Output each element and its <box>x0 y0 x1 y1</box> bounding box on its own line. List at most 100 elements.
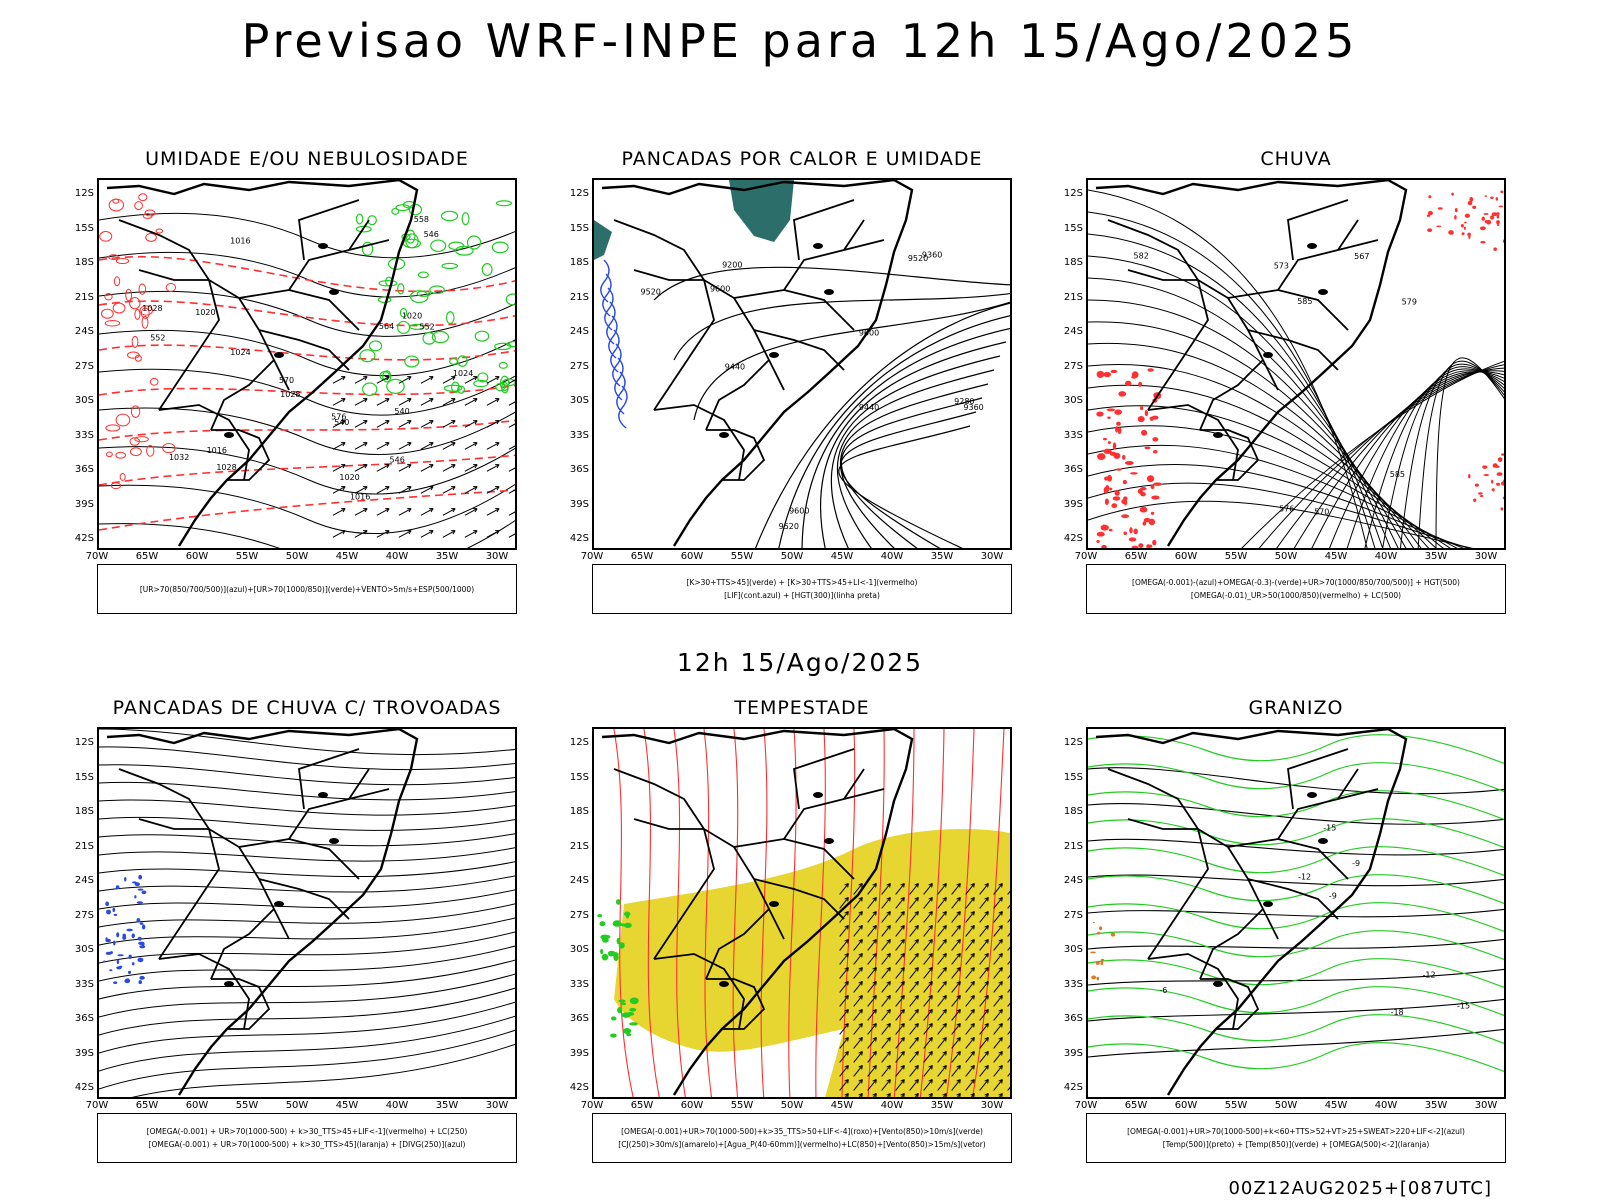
latitude-label: 36S <box>569 1013 589 1024</box>
contour-label: 582 <box>1134 251 1149 260</box>
longitude-label: 55W <box>730 1100 754 1111</box>
map-canvas: 9520 960096009600952095209440944093609360… <box>594 180 1010 548</box>
latitude-label: 30S <box>569 395 589 406</box>
weather-map-panel: 1016 1016 1016 1020 1020 1020 1024 1024 1028 1028… <box>97 178 517 550</box>
legend-line: [OMEGA(-0.01)_UR>50(1000/850)(vermelho) … <box>1190 591 1402 600</box>
map-outline <box>601 180 914 547</box>
contour-label: 1024 <box>230 348 250 357</box>
panel-title: PANCADAS POR CALOR E UMIDADE <box>621 148 983 170</box>
legend-line: [K>30+TTS>45](verde) + [K>30+TTS>45+LI<-… <box>686 578 918 587</box>
longitude-label: 70W <box>1074 1100 1098 1111</box>
contour-label: 570 <box>279 376 294 385</box>
latitude-label: 18S <box>1063 806 1083 817</box>
longitude-label: 50W <box>780 551 804 562</box>
latitude-label: 33S <box>1063 429 1083 441</box>
wind-vectors <box>332 376 515 538</box>
contour-label: 576 <box>1279 505 1294 514</box>
latitude-label: 21S <box>1063 840 1083 852</box>
latitude-label: 39S <box>74 498 94 510</box>
contour-label: 573 <box>1274 261 1289 270</box>
latitude-label: 33S <box>74 429 94 441</box>
jet-yellow-area <box>614 829 1010 1097</box>
latitude-label: 36S <box>1063 1013 1083 1024</box>
latitude-label: 27S <box>74 909 94 921</box>
map-outline <box>1095 729 1408 1096</box>
longitude-label: 35W <box>435 551 459 562</box>
latitude-label: 18S <box>74 257 94 268</box>
contour-label: -12 <box>1298 872 1311 881</box>
contour-label: 552 <box>419 323 434 332</box>
longitude-label: 50W <box>1274 551 1298 562</box>
longitude-label: 50W <box>1274 1100 1298 1111</box>
map-outline <box>106 729 419 1096</box>
latitude-label: 39S <box>74 1047 94 1059</box>
latitude-label: 18S <box>1063 257 1083 268</box>
contour-label: 576 <box>331 412 346 421</box>
longitude-label: 55W <box>235 1100 259 1111</box>
contour-label: 9280 <box>954 397 974 406</box>
contour-label: 1016 <box>207 446 227 455</box>
latitude-label: 27S <box>1063 360 1083 372</box>
legend-line: [Temp(500)](preto) + [Temp(850)](verde) … <box>1162 1140 1430 1149</box>
latitude-label: 27S <box>1063 909 1083 921</box>
panel-legend: [OMEGA(-0.001)+UR>70(1000-500)+k>35_TTS>… <box>592 1113 1012 1163</box>
legend-line: [OMEGA(-0.001)+UR>70(1000-500)+k<60+TTS>… <box>1127 1127 1465 1136</box>
latitude-label: 39S <box>569 498 589 510</box>
contour-label: 1028 <box>280 390 300 399</box>
longitude-label: 60W <box>185 551 209 562</box>
contour-label: 540 <box>394 407 409 416</box>
contour-label: -15 <box>1323 823 1336 832</box>
latitude-label: 12S <box>569 737 589 748</box>
longitude-label: 35W <box>435 1100 459 1111</box>
longitude-label: 50W <box>780 1100 804 1111</box>
contour-label: 552 <box>150 333 165 342</box>
longitude-label: 70W <box>580 551 604 562</box>
latitude-label: 18S <box>569 257 589 268</box>
contour-label: 9520 <box>641 287 661 296</box>
latitude-label: 42S <box>74 1082 94 1093</box>
longitude-label: 35W <box>1424 1100 1448 1111</box>
longitude-label: 60W <box>680 1100 704 1111</box>
longitude-label: 45W <box>830 1100 854 1111</box>
panel-legend: [OMEGA(-0.001)+UR>70(1000-500)+k<60+TTS>… <box>1086 1113 1506 1163</box>
longitude-label: 50W <box>285 1100 309 1111</box>
longitude-label: 55W <box>1224 551 1248 562</box>
latitude-label: 24S <box>569 326 589 337</box>
humidity-green-areas <box>355 200 515 397</box>
legend-line: [CJ(250)>30m/s](amarelo)+[Agua_P(40-60mm… <box>618 1140 986 1149</box>
latitude-label: 42S <box>74 533 94 544</box>
contour-label: 9600 <box>789 507 809 516</box>
latitude-label: 27S <box>569 909 589 921</box>
panel-title: TEMPESTADE <box>734 697 870 719</box>
longitude-label: 40W <box>1374 1100 1398 1111</box>
latitude-label: 12S <box>74 737 94 748</box>
latitude-label: 39S <box>569 1047 589 1059</box>
latitude-label: 42S <box>569 533 589 544</box>
map-canvas <box>597 729 1010 1097</box>
map-outline <box>601 729 914 1096</box>
longitude-label: 35W <box>930 551 954 562</box>
latitude-label: 27S <box>569 360 589 372</box>
latitude-label: 24S <box>1063 875 1083 886</box>
streamlines-850 <box>613 729 1005 1097</box>
contour-label: 546 <box>424 230 439 239</box>
longitude-label: 40W <box>880 1100 904 1111</box>
latitude-label: 12S <box>1063 737 1083 748</box>
latitude-label: 12S <box>74 188 94 199</box>
contour-label: -9 <box>1329 891 1337 900</box>
weather-map-panel: -6 -9 -12 -15 -15 -18 -12 -9 <box>1086 727 1506 1099</box>
contour-label: 1032 <box>169 453 189 462</box>
legend-line: [OMEGA(-0.001)-(azul)+OMEGA(-0.3)-(verde… <box>1132 578 1460 587</box>
weather-map-panel: 9520 9600 9600 9600 9520 9520 9440 9440 9360 9360… <box>592 178 1012 550</box>
longitude-label: 40W <box>385 551 409 562</box>
divergence-blue-spots <box>103 874 147 985</box>
contour-label: 9600 <box>859 329 879 338</box>
latitude-label: 18S <box>569 806 589 817</box>
latitude-label: 39S <box>1063 498 1083 510</box>
latitude-label: 15S <box>569 771 589 783</box>
map-canvas: -6 -9 -12 -15 -15 -18 -12 -9 <box>1088 729 1504 1096</box>
contour-label: -6 <box>1159 986 1167 995</box>
longitude-label: 65W <box>1124 551 1148 562</box>
map-canvas: 585 585 582 579 576 573 570 567 <box>1088 180 1504 548</box>
latitude-label: 15S <box>1063 771 1083 783</box>
